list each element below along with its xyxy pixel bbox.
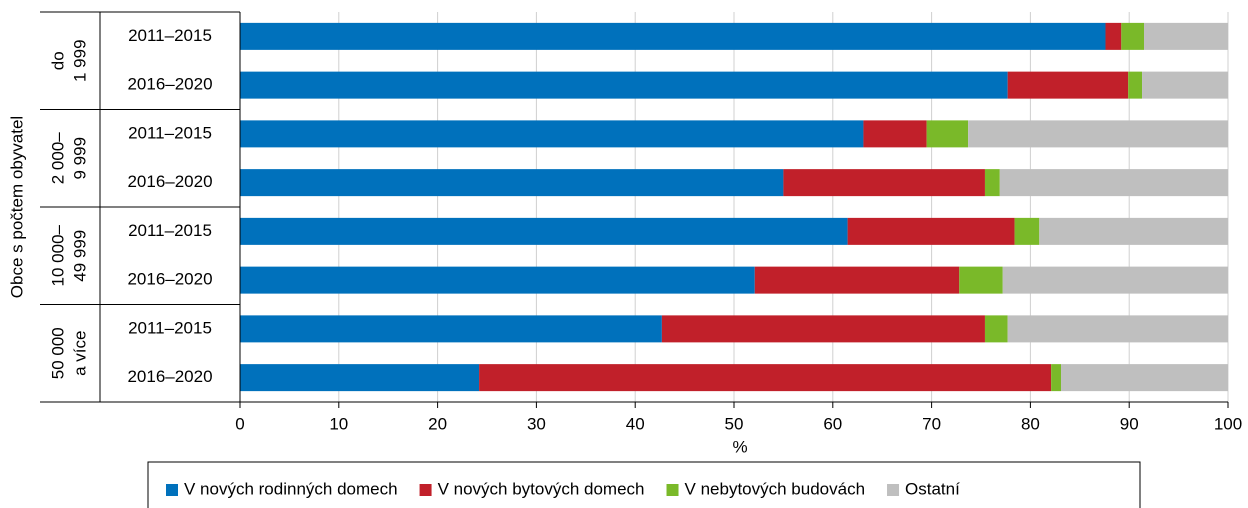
y-tick-label: 2011–2015 [128,123,212,142]
x-tick-label: 50 [725,414,744,433]
bar-segment [1051,364,1062,392]
legend-label: V nových bytových domech [438,479,645,498]
group-label: 49 999 [70,230,89,282]
y-tick-label: 2016–2020 [127,367,212,386]
x-tick-label: 10 [329,414,348,433]
y-tick-label: 2016–2020 [127,75,212,94]
bar-segment [661,315,985,343]
group-label: 2 000– [48,132,67,185]
x-tick-label: 80 [1021,414,1040,433]
group-label: 9 999 [70,137,89,180]
bar-segment [783,169,985,197]
bar-segment [863,120,927,148]
x-tick-label: 90 [1120,414,1139,433]
bar-segment [240,71,1008,99]
bar-segment [1014,217,1040,245]
bar-segment [240,120,864,148]
legend-label: Ostatní [905,479,960,498]
bar-segment [1144,22,1228,50]
bar-segment [240,217,848,245]
y-tick-label: 2016–2020 [127,270,212,289]
y-tick-label: 2016–2020 [127,172,212,191]
group-label: 10 000– [48,224,67,286]
bar-segment [968,120,1228,148]
bar-segment [1039,217,1228,245]
bar-segment [999,169,1228,197]
y-tick-label: 2011–2015 [128,318,212,337]
x-tick-label: 0 [235,414,244,433]
bar-segment [240,315,662,343]
y-axis-title: Obce s počtem obyvatel [7,116,26,298]
y-tick-label: 2011–2015 [128,221,212,240]
group-label: 50 000 [48,327,67,379]
bar-segment [240,364,480,392]
bar-segment [1002,266,1228,294]
bar-segment [984,169,1000,197]
bar-segment [240,22,1106,50]
legend-label: V nebytových budovách [685,479,866,498]
group-label: do [48,51,67,70]
bar-segment [240,266,755,294]
x-tick-label: 20 [428,414,447,433]
bar-segment [926,120,969,148]
bar-segment [1121,22,1145,50]
bar-segment [984,315,1008,343]
bar-segment [1007,71,1129,99]
x-axis-title: % [732,437,747,456]
bar-segment [240,169,784,197]
bar-segment [959,266,1003,294]
x-tick-label: 40 [626,414,645,433]
bar-segment [1105,22,1122,50]
y-tick-label: 2011–2015 [128,26,212,45]
bar-segment [1142,71,1228,99]
bar-segment [1007,315,1228,343]
bar-segment [1061,364,1228,392]
group-label: a více [70,331,89,376]
legend-label: V nových rodinných domech [184,479,398,498]
bar-segment [847,217,1015,245]
bar-segment [479,364,1052,392]
x-tick-label: 60 [823,414,842,433]
bar-segment [754,266,960,294]
bar-segment [1128,71,1143,99]
legend-swatch [419,484,432,496]
x-tick-label: 70 [922,414,941,433]
legend-box [147,461,1141,508]
x-tick-label: 100 [1214,414,1242,433]
group-label: 1 999 [70,39,89,82]
x-tick-label: 30 [527,414,546,433]
legend-swatch [887,484,900,496]
legend-swatch [166,484,178,496]
legend-swatch [666,484,679,496]
